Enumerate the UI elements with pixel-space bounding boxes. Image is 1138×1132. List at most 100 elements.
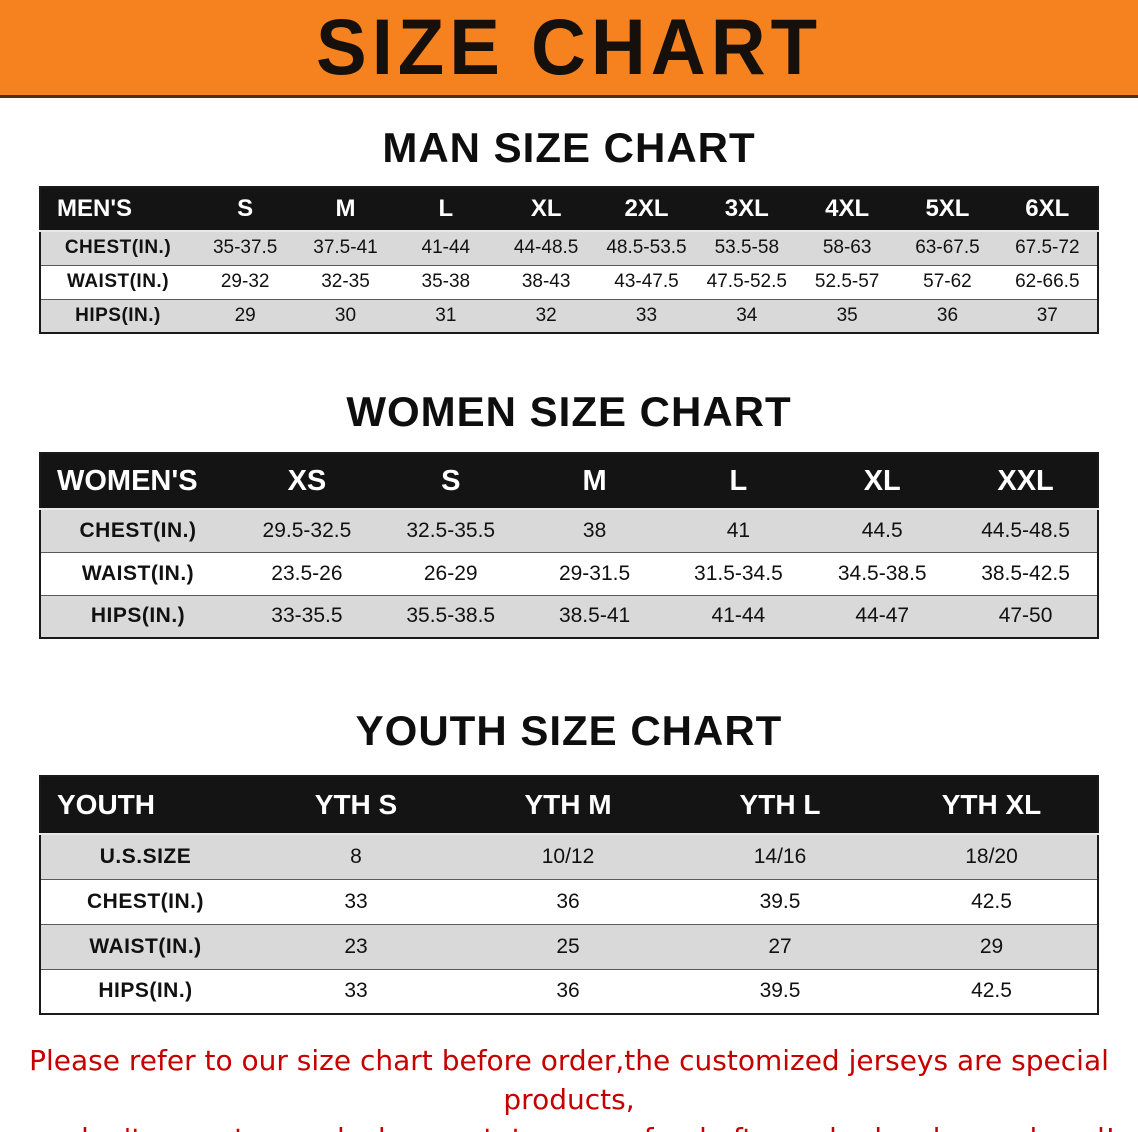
- size-value-cell: 53.5-58: [696, 230, 797, 265]
- size-column-header: L: [395, 187, 496, 232]
- size-value-cell: 8: [250, 833, 462, 879]
- size-value-cell: 18/20: [886, 833, 1098, 879]
- size-value-cell: 25: [462, 923, 674, 969]
- banner: SIZE CHART: [0, 0, 1138, 98]
- size-table: WOMEN'S XS S M L XL XXL CHEST(IN.) 29.5-32.5 32.5…: [39, 452, 1099, 639]
- size-value-cell: 27: [674, 923, 886, 969]
- size-value-cell: 52.5-57: [796, 264, 898, 299]
- size-column-header: 6XL: [997, 187, 1098, 232]
- size-value-cell: 41-44: [666, 594, 811, 638]
- size-value-cell: 35: [796, 298, 898, 333]
- size-chart-section: MAN SIZE CHART MEN'S S M L XL 2XL 3XL 4XL 5XL 6XL C…: [0, 124, 1138, 334]
- table-title-cell: WOMEN'S: [40, 453, 235, 510]
- size-value-cell: 33: [250, 968, 462, 1014]
- size-value-cell: 29: [886, 923, 1098, 969]
- table-title-cell: MEN'S: [40, 187, 195, 232]
- measurement-row-label: HIPS(IN.): [40, 594, 235, 638]
- measurement-row-label: WAIST(IN.): [40, 551, 235, 595]
- page-title: SIZE CHART: [316, 3, 822, 92]
- size-column-header: YTH L: [674, 776, 886, 835]
- measurement-row-label: CHEST(IN.): [40, 878, 250, 924]
- size-value-cell: 38.5-42.5: [954, 551, 1098, 595]
- size-value-cell: 38: [522, 508, 667, 552]
- size-value-cell: 44-47: [810, 594, 955, 638]
- size-column-header: XL: [495, 187, 597, 232]
- size-value-cell: 36: [462, 878, 674, 924]
- measurement-row: CHEST(IN.) 35-37.5 37.5-41 41-44 44-48.5 48.5…: [40, 230, 1098, 265]
- section-heading: WOMEN SIZE CHART: [346, 388, 792, 435]
- size-value-cell: 29.5-32.5: [235, 508, 379, 552]
- size-chart-section: WOMEN SIZE CHART WOMEN'S XS S M L XL XXL CHEST(I…: [0, 388, 1138, 639]
- size-column-header: YTH S: [250, 776, 462, 835]
- size-value-cell: 41: [666, 508, 811, 552]
- size-value-cell: 38.5-41: [522, 594, 667, 638]
- size-value-cell: 38-43: [495, 264, 597, 299]
- size-value-cell: 33-35.5: [235, 594, 379, 638]
- size-column-header: M: [522, 453, 667, 510]
- size-value-cell: 36: [897, 298, 998, 333]
- table-header-row: YOUTH YTH S YTH M YTH L YTH XL: [40, 776, 1098, 835]
- size-value-cell: 63-67.5: [897, 230, 998, 265]
- size-column-header: 2XL: [596, 187, 697, 232]
- size-column-header: YTH XL: [886, 776, 1098, 835]
- sections-root: MAN SIZE CHART MEN'S S M L XL 2XL 3XL 4XL 5XL 6XL C…: [0, 124, 1138, 1015]
- size-value-cell: 35-38: [395, 264, 496, 299]
- size-value-cell: 32.5-35.5: [378, 508, 523, 552]
- size-value-cell: 62-66.5: [997, 264, 1098, 299]
- size-table: MEN'S S M L XL 2XL 3XL 4XL 5XL 6XL CHEST(IN.) 35-37…: [39, 186, 1099, 334]
- size-value-cell: 58-63: [796, 230, 898, 265]
- size-value-cell: 44.5: [810, 508, 955, 552]
- size-column-header: 3XL: [696, 187, 797, 232]
- size-value-cell: 36: [462, 968, 674, 1014]
- size-chart-section: YOUTH SIZE CHART YOUTH YTH S YTH M YTH L YTH …: [0, 707, 1138, 1015]
- size-value-cell: 33: [250, 878, 462, 924]
- size-value-cell: 43-47.5: [596, 264, 697, 299]
- measurement-row-label: HIPS(IN.): [40, 968, 250, 1014]
- charts-container: MAN SIZE CHART MEN'S S M L XL 2XL 3XL 4XL 5XL 6XL C…: [0, 124, 1138, 1132]
- measurement-row-label: WAIST(IN.): [40, 923, 250, 969]
- section-heading: MAN SIZE CHART: [382, 124, 756, 171]
- measurement-row: WAIST(IN.) 29-32 32-35 35-38 38-43 43-47.5 47.…: [40, 264, 1098, 299]
- measurement-row: CHEST(IN.) 33 36 39.5 42.5: [40, 878, 1098, 924]
- size-value-cell: 57-62: [897, 264, 998, 299]
- size-value-cell: 33: [596, 298, 697, 333]
- size-value-cell: 31.5-34.5: [666, 551, 811, 595]
- size-value-cell: 41-44: [395, 230, 496, 265]
- size-value-cell: 47-50: [954, 594, 1098, 638]
- table-header-row: WOMEN'S XS S M L XL XXL: [40, 453, 1098, 510]
- size-value-cell: 23.5-26: [235, 551, 379, 595]
- size-value-cell: 39.5: [674, 968, 886, 1014]
- size-column-header: XL: [810, 453, 955, 510]
- size-value-cell: 48.5-53.5: [596, 230, 697, 265]
- footer-note-line-2: we don't accept cancel, change, teturn o…: [0, 1119, 1138, 1132]
- measurement-row: HIPS(IN.) 33-35.5 35.5-38.5 38.5-41 41-44 44-…: [40, 594, 1098, 638]
- footer-note-line-1: Please refer to our size chart before or…: [29, 1044, 1109, 1117]
- size-column-header: 5XL: [897, 187, 998, 232]
- measurement-row-label: CHEST(IN.): [40, 508, 235, 552]
- size-value-cell: 39.5: [674, 878, 886, 924]
- size-value-cell: 37: [997, 298, 1098, 333]
- size-column-header: YTH M: [462, 776, 674, 835]
- table-title-cell: YOUTH: [40, 776, 250, 835]
- measurement-row-label: U.S.SIZE: [40, 833, 250, 879]
- size-column-header: 4XL: [796, 187, 898, 232]
- size-value-cell: 32-35: [295, 264, 396, 299]
- size-value-cell: 35.5-38.5: [378, 594, 523, 638]
- size-value-cell: 35-37.5: [195, 230, 296, 265]
- size-value-cell: 10/12: [462, 833, 674, 879]
- size-value-cell: 26-29: [378, 551, 523, 595]
- size-value-cell: 29-31.5: [522, 551, 667, 595]
- size-column-header: L: [666, 453, 811, 510]
- measurement-row: CHEST(IN.) 29.5-32.5 32.5-35.5 38 41 44.5 44.5…: [40, 508, 1098, 552]
- size-value-cell: 67.5-72: [997, 230, 1098, 265]
- size-value-cell: 30: [295, 298, 396, 333]
- size-value-cell: 47.5-52.5: [696, 264, 797, 299]
- size-value-cell: 29: [195, 298, 296, 333]
- size-value-cell: 34: [696, 298, 797, 333]
- size-value-cell: 31: [395, 298, 496, 333]
- size-table: YOUTH YTH S YTH M YTH L YTH XL U.S.SIZE 8 10/12…: [39, 775, 1099, 1015]
- size-value-cell: 37.5-41: [295, 230, 396, 265]
- footer-note: Please refer to our size chart before or…: [0, 1041, 1138, 1132]
- measurement-row: HIPS(IN.) 29 30 31 32 33 34 35 36 37: [40, 298, 1098, 333]
